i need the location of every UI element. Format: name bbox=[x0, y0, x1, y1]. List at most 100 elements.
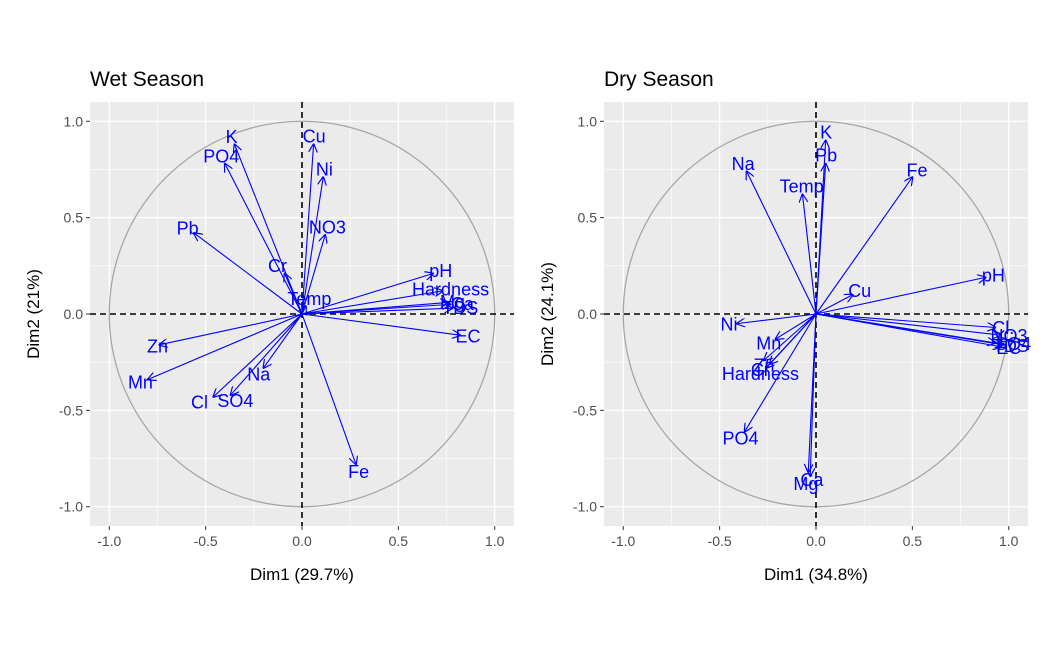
chart-title: Dry Season bbox=[604, 68, 714, 91]
variable-label: PO4 bbox=[723, 428, 759, 448]
variable-label: Temp bbox=[287, 289, 331, 309]
variable-label: Fe bbox=[906, 161, 927, 181]
variable-label: Cl. bbox=[992, 318, 1014, 338]
variable-label: Cu bbox=[848, 281, 871, 301]
x-tick-label: -0.5 bbox=[708, 533, 732, 549]
variable-label: Hardness bbox=[412, 280, 489, 300]
variable-label: SO4 bbox=[995, 334, 1031, 354]
y-tick-label: -1.0 bbox=[59, 499, 83, 515]
y-axis-title: Dim2 (21%) bbox=[24, 269, 43, 359]
x-tick-label: 1.0 bbox=[999, 533, 1019, 549]
variable-label: Na bbox=[247, 364, 271, 384]
variable-label: pH bbox=[429, 261, 452, 281]
x-axis-title: Dim1 (29.7%) bbox=[250, 565, 354, 584]
variable-arrow bbox=[776, 313, 817, 339]
variable-label: Zn bbox=[753, 356, 774, 376]
variable-arrow bbox=[301, 304, 450, 315]
y-axis-title: Dim2 (24.1%) bbox=[538, 262, 557, 366]
variable-label: Ni bbox=[721, 315, 738, 335]
variable-arrow bbox=[148, 313, 303, 380]
variable-arrow bbox=[815, 277, 986, 315]
variable-arrow bbox=[301, 177, 323, 315]
variable-label: Temp bbox=[780, 177, 824, 197]
axis-ticks: -1.0 -0.5 0.0 0.5 1.0 -1.0 -0.5 0.0 0.5 1.0 bbox=[59, 113, 505, 549]
variable-label: NO3 bbox=[309, 217, 346, 237]
y-tick-label: 0.5 bbox=[578, 210, 598, 226]
y-tick-label: -1.0 bbox=[573, 499, 597, 515]
x-tick-label: 0.0 bbox=[292, 533, 312, 549]
x-tick-label: 0.5 bbox=[389, 533, 409, 549]
variable-arrow bbox=[263, 313, 303, 368]
x-tick-label: -0.5 bbox=[194, 533, 218, 549]
chart-title: Wet Season bbox=[90, 68, 204, 91]
variable-label: Fe bbox=[348, 462, 369, 482]
variable-label: Cr bbox=[751, 360, 770, 380]
variable-arrow bbox=[301, 291, 443, 315]
variable-arrow bbox=[225, 164, 303, 315]
variable-label: Mg bbox=[440, 292, 465, 312]
y-tick-label: 0.0 bbox=[578, 306, 598, 322]
variable-arrow bbox=[815, 164, 826, 315]
variable-label: Cr bbox=[268, 256, 287, 276]
variable-arrow bbox=[194, 233, 303, 315]
variable-label: K bbox=[226, 127, 238, 147]
variable-arrow bbox=[302, 306, 306, 314]
variable-arrow bbox=[815, 295, 853, 315]
variable-arrow bbox=[213, 313, 303, 397]
variable-arrow bbox=[301, 313, 460, 335]
variable-arrow bbox=[815, 313, 1003, 345]
variable-label: EC bbox=[996, 338, 1021, 358]
y-tick-label: -0.5 bbox=[573, 402, 597, 418]
y-tick-label: 1.0 bbox=[64, 113, 84, 129]
variable-arrow bbox=[764, 313, 817, 360]
variable-label: PO4 bbox=[203, 147, 239, 167]
axis-ticks: -1.0 -0.5 0.0 0.5 1.0 -1.0 -0.5 0.0 0.5 1.0 bbox=[573, 113, 1019, 549]
variable-arrow bbox=[301, 235, 325, 315]
variable-label: Ca bbox=[800, 470, 824, 490]
variable-label: Ca bbox=[451, 294, 475, 314]
variable-label: TDS bbox=[993, 336, 1029, 356]
variable-label: SO4 bbox=[217, 391, 253, 411]
variable-arrow bbox=[745, 313, 817, 432]
variable-label: Pb bbox=[177, 218, 199, 238]
variable-arrow bbox=[747, 171, 817, 315]
variable-arrow bbox=[815, 313, 1001, 335]
y-tick-label: 1.0 bbox=[578, 113, 598, 129]
variable-label: Na bbox=[732, 154, 756, 174]
variable-arrow bbox=[159, 313, 303, 345]
variable-arrow bbox=[766, 313, 817, 368]
variable-label: Mn bbox=[756, 333, 781, 353]
x-tick-label: -1.0 bbox=[611, 533, 635, 549]
variable-arrow bbox=[235, 144, 303, 315]
variable-arrow bbox=[301, 144, 314, 315]
variable-label: Mg bbox=[793, 474, 818, 494]
y-tick-label: -0.5 bbox=[59, 402, 83, 418]
y-tick-label: 0.5 bbox=[64, 210, 84, 226]
variable-label: NO3 bbox=[990, 326, 1027, 346]
y-tick-label: 0.0 bbox=[64, 306, 84, 322]
variable-arrow bbox=[815, 177, 912, 315]
variable-label: Cu bbox=[303, 126, 326, 146]
variable-arrow bbox=[815, 313, 995, 327]
variable-arrow bbox=[301, 274, 433, 315]
variable-arrow bbox=[301, 313, 356, 464]
variable-arrow bbox=[810, 313, 817, 476]
variable-label: Cl bbox=[191, 392, 208, 412]
variable-label: EC bbox=[455, 326, 480, 346]
variable-arrow bbox=[301, 308, 452, 315]
variable-label: TDS bbox=[442, 298, 478, 318]
variable-arrow bbox=[737, 313, 817, 324]
variable-label: K bbox=[820, 123, 832, 143]
x-tick-label: -1.0 bbox=[97, 533, 121, 549]
dry-season-chart: Dry Season K Pb Na Temp Fe Cu pH Cl.NO3SO4ECTDS… bbox=[538, 68, 1031, 584]
variable-label: pH bbox=[982, 266, 1005, 286]
variable-label: Zn bbox=[147, 337, 168, 357]
variable-label: Pb bbox=[815, 146, 837, 166]
variable-label: Hardness bbox=[722, 364, 799, 384]
x-tick-label: 1.0 bbox=[485, 533, 505, 549]
x-axis-title: Dim1 (34.8%) bbox=[764, 565, 868, 584]
variable-arrow bbox=[231, 313, 303, 395]
